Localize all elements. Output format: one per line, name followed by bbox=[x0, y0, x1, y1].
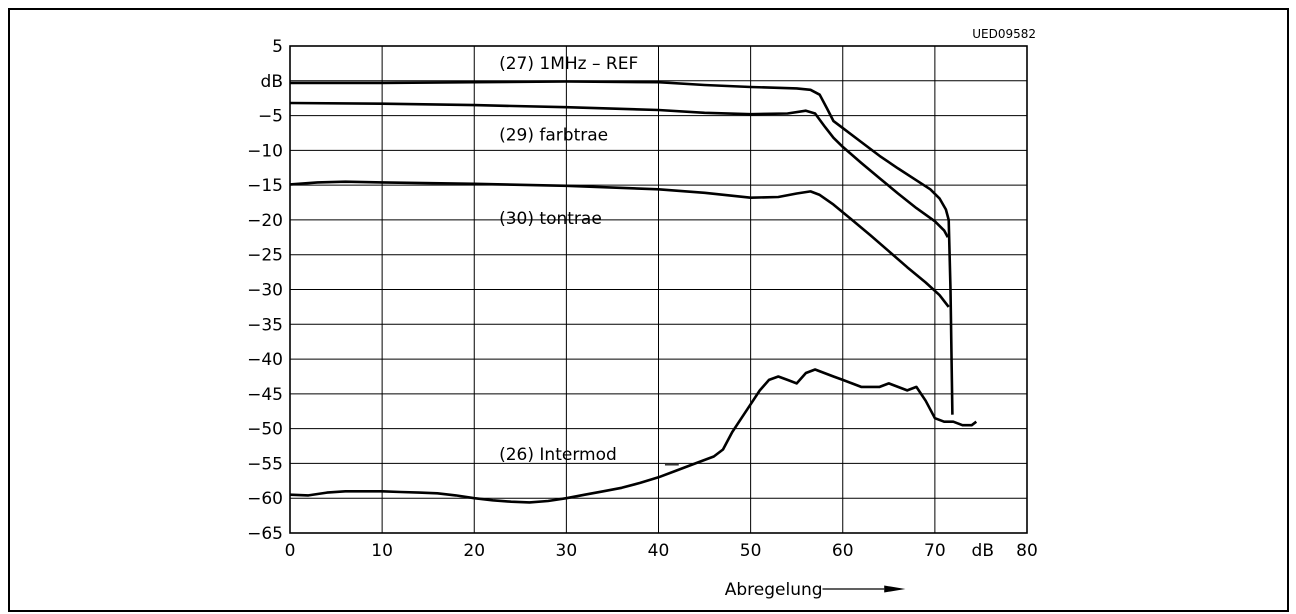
x-tick-label: 10 bbox=[371, 541, 393, 561]
series-line-3 bbox=[289, 180, 950, 308]
y-tick-label: −25 bbox=[247, 246, 283, 266]
y-tick-label: −20 bbox=[247, 211, 283, 231]
series-label-2: (29) farbtrae bbox=[499, 126, 608, 146]
y-tick-label: dB bbox=[261, 72, 283, 92]
x-tick-label: 30 bbox=[556, 541, 578, 561]
y-tick-label: −55 bbox=[247, 454, 283, 474]
y-tick-label: −65 bbox=[247, 524, 283, 544]
series-label-3: (30) tontrae bbox=[499, 209, 602, 229]
y-tick-label: −40 bbox=[247, 350, 283, 370]
y-tick-label: 5 bbox=[272, 37, 283, 57]
x-axis-arrow-head bbox=[884, 585, 906, 593]
x-tick-label: 20 bbox=[463, 541, 485, 561]
y-tick-label: −5 bbox=[258, 107, 283, 127]
series-line-1 bbox=[290, 80, 954, 415]
y-tick-label: −15 bbox=[247, 176, 283, 196]
series-line-2 bbox=[289, 101, 949, 238]
x-tick-label: 0 bbox=[285, 541, 296, 561]
x-tick-label: 40 bbox=[648, 541, 670, 561]
y-tick-label: −45 bbox=[247, 385, 283, 405]
labels: 0 10 20 30 40 50 60 70 80 5 dB −5 −10 −15 −20 −25 −30 −35… bbox=[247, 27, 1038, 600]
y-tick-label: −60 bbox=[247, 489, 283, 509]
x-tick-label: 60 bbox=[832, 541, 854, 561]
series-layer bbox=[289, 80, 978, 504]
series-line-4 bbox=[289, 368, 978, 504]
x-tick-label: 80 bbox=[1016, 541, 1038, 561]
series-label-1: (27) 1MHz – REF bbox=[499, 54, 638, 74]
y-tick-label: −50 bbox=[247, 420, 283, 440]
x-unit-label: dB bbox=[972, 541, 994, 561]
series-label-4: (26) Intermod bbox=[499, 445, 617, 465]
grid bbox=[289, 45, 1028, 534]
x-tick-label: 70 bbox=[924, 541, 946, 561]
x-tick-label: 50 bbox=[740, 541, 762, 561]
y-tick-label: −30 bbox=[247, 281, 283, 301]
y-tick-label: −35 bbox=[247, 315, 283, 335]
y-tick-label: −10 bbox=[247, 141, 283, 161]
figure-code: UED09582 bbox=[972, 27, 1036, 41]
x-axis-title: Abregelung bbox=[725, 580, 823, 600]
